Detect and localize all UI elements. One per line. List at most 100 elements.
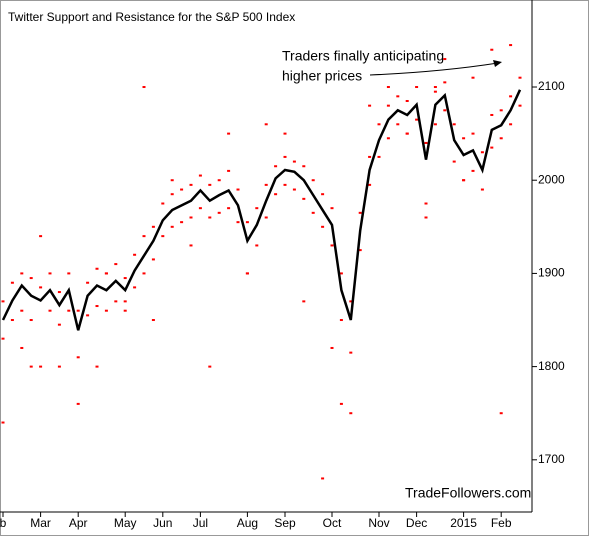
level-dot: [95, 365, 99, 368]
x-tick-label: Nov: [368, 516, 389, 530]
level-dot: [311, 179, 315, 182]
level-dot: [76, 309, 80, 312]
level-dot: [283, 132, 287, 135]
level-dot: [20, 346, 24, 349]
level-dot: [415, 118, 419, 121]
level-dot: [133, 286, 137, 289]
level-dot: [67, 309, 71, 312]
level-dot: [302, 165, 306, 168]
level-dot: [57, 365, 61, 368]
level-dot: [95, 267, 99, 270]
y-tick-label: 2000: [538, 172, 565, 186]
level-dot: [264, 123, 268, 126]
level-dot: [339, 272, 343, 275]
x-tick-label: Aug: [237, 516, 258, 530]
level-dot: [208, 216, 212, 219]
level-dot: [67, 272, 71, 275]
level-dot: [227, 207, 231, 210]
level-dot: [462, 179, 466, 182]
level-dot: [499, 412, 503, 415]
level-dot: [471, 132, 475, 135]
level-dot: [471, 169, 475, 172]
level-dot: [264, 216, 268, 219]
level-dot: [274, 193, 278, 196]
level-dot: [123, 309, 127, 312]
level-dot: [151, 258, 155, 261]
level-dot: [302, 300, 306, 303]
level-dot: [462, 137, 466, 140]
level-dot: [142, 235, 146, 238]
x-tick-label: 2015: [450, 516, 477, 530]
level-dot: [57, 291, 61, 294]
level-dot: [1, 300, 5, 303]
level-dot: [330, 207, 334, 210]
y-tick-label: 1700: [538, 452, 565, 466]
level-dot: [114, 263, 118, 266]
annotation: higher prices: [282, 68, 362, 84]
level-dot: [217, 179, 221, 182]
level-dot: [236, 188, 240, 191]
level-dot: [321, 225, 325, 228]
level-dot: [142, 272, 146, 275]
x-tick-label: Dec: [406, 516, 427, 530]
level-dot: [292, 188, 296, 191]
annotation: Traders finally anticipating: [282, 48, 444, 64]
annotation-arrow: [369, 62, 499, 76]
x-tick-label: Apr: [69, 516, 88, 530]
y-tick-label: 1900: [538, 266, 565, 280]
level-dot: [321, 193, 325, 196]
level-dot: [76, 356, 80, 359]
level-dot: [386, 86, 390, 89]
level-dot: [20, 309, 24, 312]
level-dot: [405, 99, 409, 102]
level-dot: [104, 272, 108, 275]
level-dot: [180, 188, 184, 191]
y-tick-label: 2100: [538, 79, 565, 93]
x-tick-label: Feb: [491, 516, 512, 530]
level-dot: [396, 95, 400, 98]
level-dot: [424, 141, 428, 144]
level-dot: [48, 309, 52, 312]
level-dot: [170, 225, 174, 228]
level-dot: [377, 123, 381, 126]
level-dot: [424, 216, 428, 219]
level-dot: [198, 207, 202, 210]
level-dot: [161, 235, 165, 238]
level-dot: [499, 137, 503, 140]
level-dot: [264, 183, 268, 186]
x-tick-label: Jul: [193, 516, 208, 530]
level-dot: [189, 216, 193, 219]
level-dot: [227, 169, 231, 172]
level-dot: [405, 132, 409, 135]
level-dot: [471, 76, 475, 79]
level-dot: [452, 160, 456, 163]
level-dot: [368, 183, 372, 186]
level-dot: [377, 155, 381, 158]
level-dot: [208, 365, 212, 368]
level-dot: [29, 319, 33, 322]
level-dot: [415, 86, 419, 89]
x-tick-label: Mar: [30, 516, 51, 530]
level-dot: [499, 109, 503, 112]
level-dot: [236, 221, 240, 224]
y-tick-label: 1800: [538, 359, 565, 373]
level-dot: [217, 211, 221, 214]
level-dot: [349, 300, 353, 303]
level-dot: [509, 123, 513, 126]
level-dot: [443, 81, 447, 84]
level-dot: [330, 346, 334, 349]
level-dot: [151, 225, 155, 228]
level-dot: [10, 281, 14, 284]
level-dot: [330, 244, 334, 247]
x-tick-label: May: [114, 516, 137, 530]
x-tick-label: Oct: [323, 516, 342, 530]
level-dot: [10, 319, 14, 322]
level-dot: [283, 155, 287, 158]
level-dot: [255, 244, 259, 247]
level-dot: [518, 104, 522, 107]
level-dot: [358, 249, 362, 252]
level-dot: [386, 137, 390, 140]
level-dot: [39, 235, 43, 238]
level-dot: [189, 183, 193, 186]
